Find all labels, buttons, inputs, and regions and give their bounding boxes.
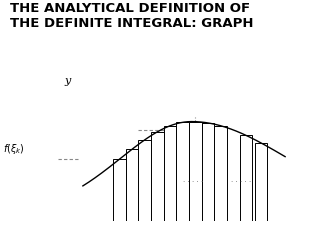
Bar — [214, 126, 227, 221]
Bar — [151, 132, 164, 221]
Text: THE ANALYTICAL DEFINITION OF
THE DEFINITE INTEGRAL: GRAPH: THE ANALYTICAL DEFINITION OF THE DEFINIT… — [10, 2, 253, 30]
Bar — [113, 159, 126, 221]
Bar — [176, 122, 189, 221]
Bar — [126, 149, 139, 221]
Bar — [189, 122, 202, 221]
Bar — [139, 140, 151, 221]
Text: . . . . .: . . . . . — [183, 177, 203, 183]
Bar — [240, 135, 252, 221]
Bar — [202, 123, 214, 221]
Bar — [164, 126, 176, 221]
Text: y: y — [65, 76, 71, 86]
Text: . . . . .: . . . . . — [231, 177, 251, 183]
Text: $f(\xi_k)$: $f(\xi_k)$ — [3, 142, 25, 156]
Bar — [255, 143, 268, 221]
